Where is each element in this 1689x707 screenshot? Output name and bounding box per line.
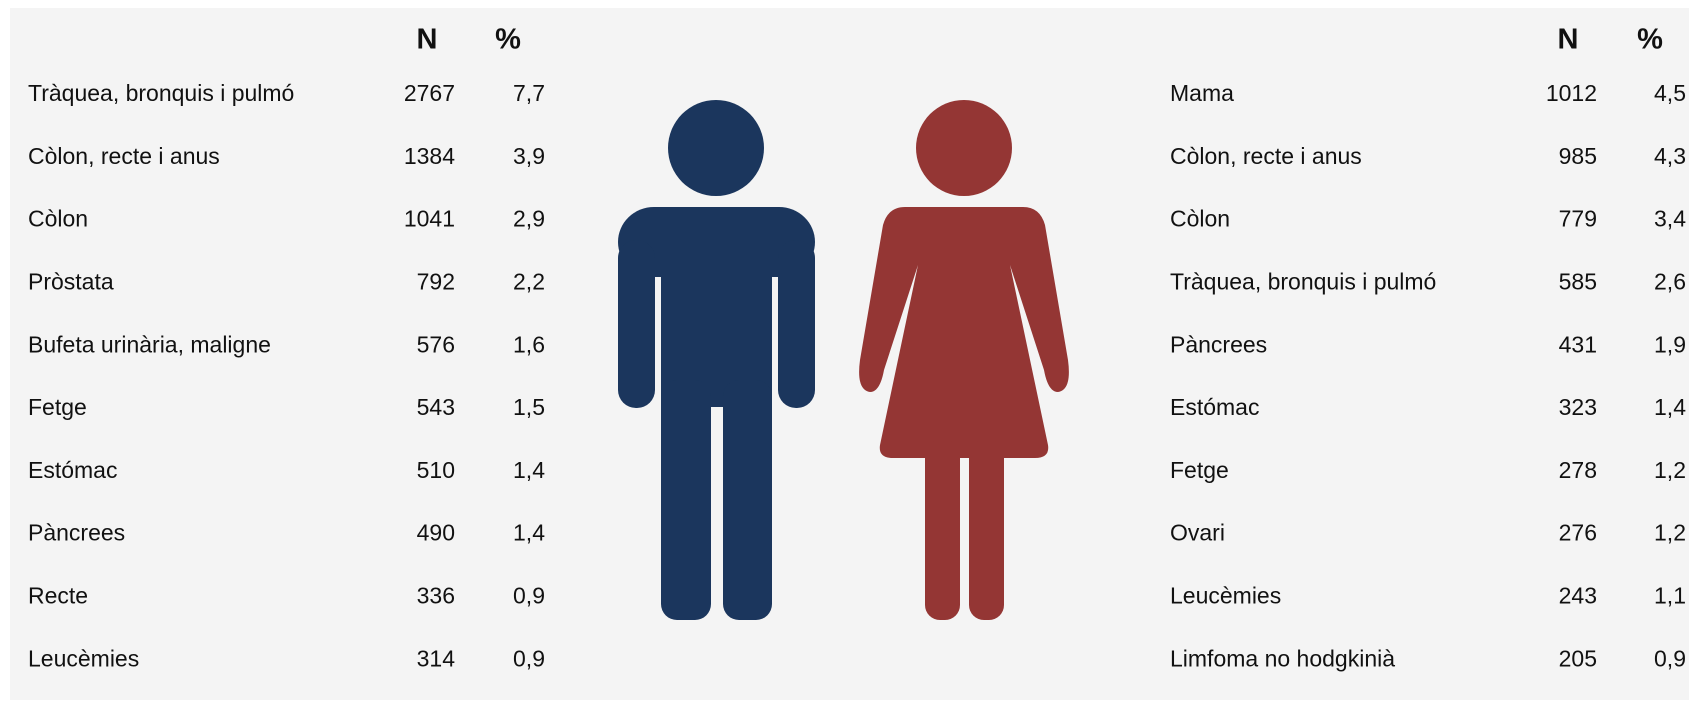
row-label: Leucèmies <box>1170 582 1281 608</box>
cell-percent: 1,2 <box>1654 520 1686 546</box>
row-label: Fetge <box>1170 457 1229 483</box>
cell-count: 336 <box>417 582 455 608</box>
column-header: N <box>417 24 438 56</box>
cell-percent: 1,6 <box>513 331 545 357</box>
row-label: Tràquea, bronquis i pulmó <box>28 80 294 106</box>
cell-count: 779 <box>1559 206 1597 232</box>
cell-count: 792 <box>417 268 455 294</box>
cell-percent: 2,2 <box>513 268 545 294</box>
column-header: N <box>1558 24 1579 56</box>
female-figure <box>859 100 1069 620</box>
cell-count: 431 <box>1559 331 1597 357</box>
cell-percent: 1,1 <box>1654 582 1686 608</box>
cell-count: 490 <box>417 520 455 546</box>
row-label: Fetge <box>28 394 87 420</box>
cell-count: 276 <box>1559 520 1597 546</box>
row-label: Estómac <box>28 457 117 483</box>
cell-count: 1384 <box>404 143 455 169</box>
row-label: Mama <box>1170 80 1234 106</box>
cell-percent: 2,6 <box>1654 268 1686 294</box>
row-label: Estómac <box>1170 394 1259 420</box>
row-label: Leucèmies <box>28 645 139 671</box>
row-label: Ovari <box>1170 520 1225 546</box>
cell-count: 510 <box>417 457 455 483</box>
male-figure <box>618 100 815 620</box>
cell-percent: 3,4 <box>1654 206 1686 232</box>
row-label: Còlon <box>28 206 88 232</box>
tables: N % Tràquea, bronquis i pulmó 2767 7,7 Còlon,… <box>28 24 1686 672</box>
cell-percent: 7,7 <box>513 80 545 106</box>
cell-count: 543 <box>417 394 455 420</box>
cell-count: 314 <box>417 645 456 671</box>
cell-count: 1041 <box>404 206 455 232</box>
cell-percent: 1,4 <box>513 457 545 483</box>
cell-percent: 1,9 <box>1654 331 1686 357</box>
column-header: % <box>1637 24 1663 56</box>
cell-percent: 4,5 <box>1654 80 1686 106</box>
row-label: Tràquea, bronquis i pulmó <box>1170 268 1436 294</box>
cell-percent: 0,9 <box>513 645 545 671</box>
cell-count: 585 <box>1559 268 1597 294</box>
cell-percent: 2,9 <box>513 206 545 232</box>
cell-count: 278 <box>1559 457 1597 483</box>
cell-percent: 1,2 <box>1654 457 1686 483</box>
row-label: Còlon <box>1170 206 1230 232</box>
cell-count: 985 <box>1559 143 1597 169</box>
cell-percent: 0,9 <box>513 582 545 608</box>
cell-percent: 1,4 <box>513 520 545 546</box>
cell-count: 205 <box>1559 645 1597 671</box>
cell-percent: 3,9 <box>513 143 545 169</box>
row-label: Còlon, recte i anus <box>1170 143 1362 169</box>
cell-percent: 4,3 <box>1654 143 1686 169</box>
row-label: Pròstata <box>28 268 114 294</box>
cell-percent: 0,9 <box>1654 645 1686 671</box>
cell-count: 576 <box>417 331 455 357</box>
cell-count: 1012 <box>1546 80 1597 106</box>
row-label: Còlon, recte i anus <box>28 143 220 169</box>
row-label: Limfoma no hodgkinià <box>1170 645 1395 671</box>
row-label: Pàncrees <box>28 520 125 546</box>
row-label: Recte <box>28 582 88 608</box>
cell-count: 243 <box>1559 582 1597 608</box>
cell-percent: 1,5 <box>513 394 545 420</box>
cell-percent: 1,4 <box>1654 394 1686 420</box>
row-label: Bufeta urinària, maligne <box>28 331 271 357</box>
cell-count: 2767 <box>404 80 455 106</box>
column-header: % <box>495 24 521 56</box>
row-label: Pàncrees <box>1170 331 1267 357</box>
panel <box>10 8 1689 700</box>
cell-count: 323 <box>1559 394 1597 420</box>
